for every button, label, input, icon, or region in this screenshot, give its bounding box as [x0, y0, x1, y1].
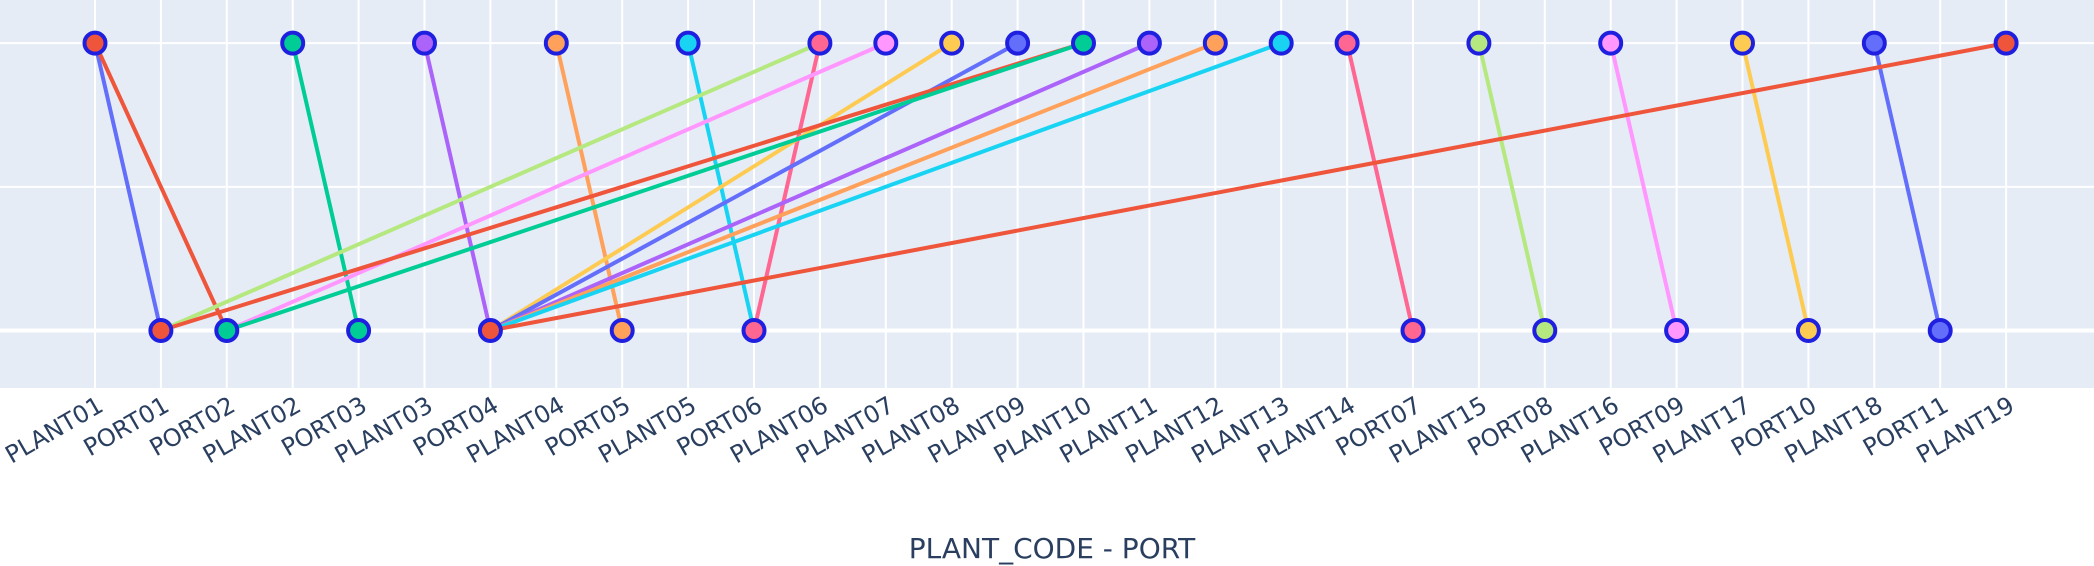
point-marker — [1927, 318, 1953, 344]
point-marker — [346, 318, 372, 344]
link-line — [158, 41, 1086, 333]
point-marker — [543, 30, 569, 56]
point-marker — [1598, 30, 1624, 56]
point-marker — [609, 318, 635, 344]
link-line — [488, 41, 954, 333]
point-marker — [939, 30, 965, 56]
link-line — [752, 41, 822, 333]
link-line — [488, 41, 1284, 333]
point-marker — [1005, 30, 1031, 56]
link-line — [290, 41, 361, 333]
link-line — [224, 41, 1086, 333]
link-line — [1345, 41, 1415, 333]
point-marker — [1532, 318, 1558, 344]
x-tick-labels: PLANT01PORT01PORT02PLANT02PORT03PLANT03P… — [0, 391, 2019, 469]
x-axis-title: PLANT_CODE - PORT — [909, 532, 1196, 565]
link-line — [488, 41, 1152, 333]
point-marker — [741, 318, 767, 344]
point-marker — [1136, 30, 1162, 56]
link-line — [158, 41, 822, 333]
point-marker — [1993, 30, 2019, 56]
point-marker — [807, 30, 833, 56]
point-marker — [148, 318, 174, 344]
point-marker — [477, 318, 503, 344]
link-line — [1476, 41, 1547, 333]
link-line — [93, 41, 229, 333]
markers — [82, 30, 2019, 344]
point-marker — [1730, 30, 1755, 56]
point-marker — [82, 30, 108, 56]
link-lines — [93, 41, 2009, 333]
point-marker — [1400, 318, 1426, 344]
point-marker — [1268, 30, 1294, 56]
point-marker — [675, 30, 701, 56]
point-marker — [1466, 30, 1492, 56]
point-marker — [1334, 30, 1360, 56]
link-line — [1872, 41, 1943, 333]
link-line — [1608, 41, 1679, 333]
point-marker — [412, 30, 437, 56]
link-line — [93, 41, 163, 333]
point-marker — [873, 30, 899, 56]
point-marker — [280, 30, 306, 56]
point-marker — [1202, 30, 1228, 56]
point-marker — [1664, 318, 1690, 344]
point-marker — [1861, 30, 1887, 56]
point-marker — [1071, 30, 1096, 56]
link-line — [422, 41, 493, 333]
link-line — [488, 41, 1218, 333]
point-marker — [214, 318, 240, 344]
link-line — [488, 41, 2009, 333]
link-line — [224, 41, 888, 333]
point-marker — [1795, 318, 1821, 344]
